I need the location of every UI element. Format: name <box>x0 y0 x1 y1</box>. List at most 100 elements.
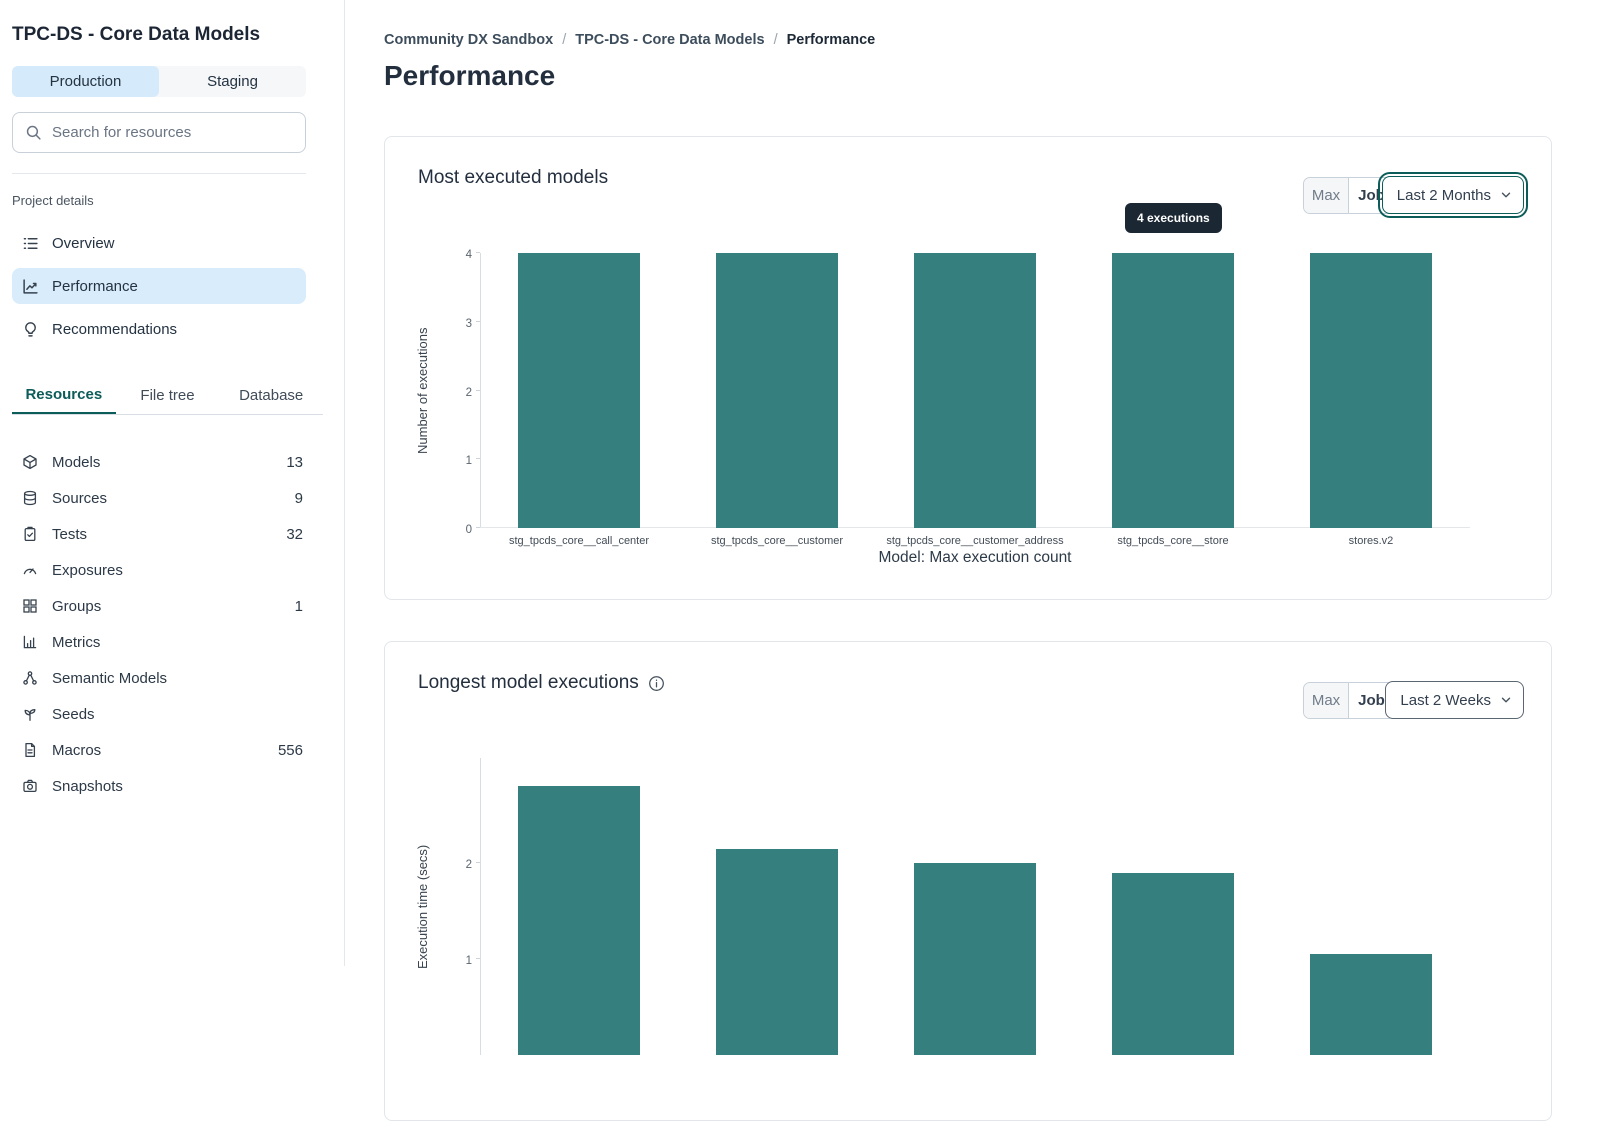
x-axis-title: Model: Max execution count <box>878 549 1072 566</box>
resource-row-exposures[interactable]: Exposures <box>12 552 306 588</box>
y-tick-mark <box>476 252 480 253</box>
y-tick-label: 2 <box>465 859 472 871</box>
bar-4[interactable] <box>1310 954 1432 1055</box>
resource-row-semantic-models[interactable]: Semantic Models <box>12 660 306 696</box>
resource-row-sources[interactable]: Sources 9 <box>12 480 306 516</box>
time-range-select[interactable]: Last 2 Weeks <box>1385 681 1524 719</box>
bar-1[interactable] <box>716 848 838 1055</box>
sidebar-item-recommendations[interactable]: Recommendations <box>12 311 306 347</box>
tab-file-tree[interactable]: File tree <box>140 386 195 404</box>
search-input[interactable] <box>52 124 293 141</box>
resource-label: Sources <box>52 489 108 507</box>
y-axis-line <box>480 758 481 1055</box>
breadcrumb: Community DX Sandbox / TPC-DS - Core Dat… <box>384 32 875 48</box>
y-axis-line <box>480 253 481 528</box>
env-tab-production[interactable]: Production <box>12 66 159 97</box>
bar-3[interactable] <box>1112 872 1234 1055</box>
sidebar-item-label: Overview <box>52 234 115 252</box>
clipboard-check-icon <box>22 526 38 542</box>
y-tick-mark <box>476 958 480 959</box>
resource-tabs: Resources File tree Database <box>12 376 323 415</box>
resource-row-macros[interactable]: Macros 556 <box>12 732 306 768</box>
network-icon <box>22 670 38 686</box>
y-axis-title: Number of executions <box>415 327 430 454</box>
y-tick-mark <box>476 527 480 528</box>
trend-icon <box>22 278 39 295</box>
resource-count: 13 <box>286 453 303 471</box>
max-button[interactable]: Max <box>1304 178 1349 213</box>
info-icon[interactable] <box>648 675 665 692</box>
y-tick-label: 3 <box>465 317 472 330</box>
bar-3[interactable] <box>1112 253 1234 528</box>
resource-row-tests[interactable]: Tests 32 <box>12 516 306 552</box>
resource-row-metrics[interactable]: Metrics <box>12 624 306 660</box>
max-job-toggle: Max Job <box>1303 682 1395 719</box>
bar-2[interactable] <box>914 253 1036 528</box>
chevron-down-icon <box>1499 693 1513 707</box>
chart-most-executed: 0 1 2 3 4 stg_tpcds_core__call_center stg_tpc… <box>466 249 1470 547</box>
bar-1[interactable] <box>716 253 838 528</box>
environment-toggle: Production Staging <box>12 66 306 97</box>
env-tab-staging[interactable]: Staging <box>207 73 258 90</box>
resource-row-models[interactable]: Models 13 <box>12 444 306 480</box>
resource-count: 9 <box>294 489 303 507</box>
time-range-select[interactable]: Last 2 Months <box>1377 172 1529 218</box>
cube-icon <box>22 454 38 470</box>
tab-database[interactable]: Database <box>239 386 304 404</box>
y-tick-label: 4 <box>465 249 472 261</box>
sidebar-item-label: Performance <box>52 277 138 295</box>
file-icon <box>22 742 38 758</box>
bar-4[interactable] <box>1310 253 1432 528</box>
y-tick-label: 2 <box>465 386 472 399</box>
resource-label: Seeds <box>52 705 95 723</box>
search-box[interactable] <box>12 112 306 153</box>
bar-2[interactable] <box>914 863 1036 1055</box>
resource-count: 556 <box>277 741 303 759</box>
card-title: Longest model executions <box>418 672 639 693</box>
x-category-label: stg_tpcds_core__store <box>1117 535 1229 547</box>
bar-0[interactable] <box>518 253 640 528</box>
x-category-label: stg_tpcds_core__call_center <box>508 535 650 547</box>
tab-resources[interactable]: Resources <box>12 376 116 414</box>
resource-row-groups[interactable]: Groups 1 <box>12 588 306 624</box>
camera-icon <box>22 778 38 794</box>
sidebar-item-performance[interactable]: Performance <box>12 268 306 304</box>
main-content: Community DX Sandbox / TPC-DS - Core Dat… <box>345 0 1621 1121</box>
page-title: Performance <box>384 60 556 91</box>
resource-label: Metrics <box>52 633 101 651</box>
resource-label: Tests <box>52 525 88 543</box>
resource-count: 1 <box>294 597 303 615</box>
card-most-executed-models: Most executed models Max Job Last 2 Mont… <box>384 136 1552 600</box>
lightbulb-icon <box>22 321 39 338</box>
breadcrumb-item[interactable]: Community DX Sandbox <box>384 32 554 48</box>
max-button[interactable]: Max <box>1304 683 1349 718</box>
y-tick-mark <box>476 458 480 460</box>
resource-label: Models <box>52 453 101 471</box>
x-category-label: stores.v2 <box>1348 535 1394 547</box>
x-category-label: stg_tpcds_core__customer <box>710 535 844 547</box>
x-category-label: stg_tpcds_core__customer_address <box>886 535 1064 547</box>
resource-row-seeds[interactable]: Seeds <box>12 696 306 732</box>
sidebar-item-overview[interactable]: Overview <box>12 225 306 261</box>
resource-label: Snapshots <box>52 777 123 795</box>
sidebar-divider <box>12 173 306 174</box>
y-tick-label: 1 <box>465 955 472 967</box>
y-tick-label: 1 <box>465 455 472 468</box>
y-tick-label: 0 <box>465 524 472 536</box>
chart-tooltip: 4 executions <box>1125 203 1222 233</box>
resource-label: Semantic Models <box>52 669 168 687</box>
resource-count: 32 <box>286 525 303 543</box>
resource-row-snapshots[interactable]: Snapshots <box>12 768 306 804</box>
resource-label: Exposures <box>52 561 123 579</box>
breadcrumb-item[interactable]: TPC-DS - Core Data Models <box>575 32 765 48</box>
bar-chart-icon <box>22 634 38 650</box>
card-longest-executions: Longest model executions Max Job Last 2 … <box>384 641 1552 1121</box>
grid-icon <box>22 598 38 614</box>
y-axis-title: Execution time (secs) <box>415 844 430 969</box>
y-tick-mark <box>476 862 480 863</box>
gauge-icon <box>22 562 38 578</box>
list-icon <box>22 235 39 252</box>
project-details-label: Project details <box>12 193 94 208</box>
bar-0[interactable] <box>518 786 640 1055</box>
